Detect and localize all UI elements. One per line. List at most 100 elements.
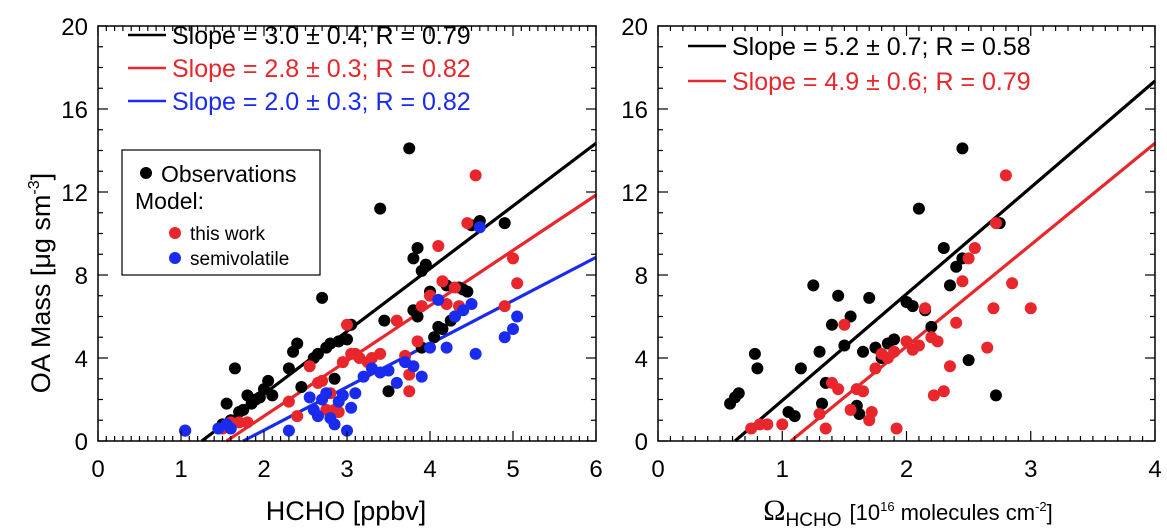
x-axis-label: ΩHCHO [1016 molecules cm-2]: [763, 494, 1052, 531]
data-point: [906, 300, 919, 313]
data-point: [349, 387, 362, 400]
data-point: [291, 337, 304, 350]
y-axis-label: OA Mass [μg sm-3]: [26, 173, 56, 393]
fit-labels: Slope = 3.0 ± 0.4; R = 0.79 Slope = 2.8 ±…: [128, 22, 471, 116]
data-point: [382, 385, 395, 398]
data-point: [900, 335, 913, 348]
data-point: [436, 322, 449, 335]
data-point: [761, 418, 774, 431]
data-point: [436, 275, 449, 288]
legend-label-model: Model:: [135, 188, 204, 214]
data-point: [962, 354, 975, 367]
data-point: [865, 405, 878, 418]
x-tick-label: 1: [174, 456, 187, 483]
data-point: [432, 239, 445, 252]
data-point: [863, 291, 876, 304]
data-point: [507, 322, 519, 335]
y-tick-label: 20: [621, 14, 648, 41]
data-point: [473, 221, 486, 234]
data-point: [316, 291, 329, 304]
fit-label: Slope = 2.8 ± 0.3; R = 0.82: [172, 55, 471, 83]
data-point: [390, 376, 403, 389]
data-point: [311, 410, 324, 423]
data-point: [937, 242, 950, 255]
legend-label-this-work: this work: [190, 224, 265, 245]
data-point: [282, 362, 295, 375]
data-point: [1006, 277, 1019, 290]
x-tick-label: 0: [651, 456, 664, 483]
data-point: [511, 310, 524, 323]
data-point: [341, 424, 353, 437]
data-point: [498, 331, 511, 344]
data-point: [415, 300, 428, 313]
data-point: [233, 416, 246, 429]
data-point: [303, 391, 316, 404]
y-tick-label: 8: [75, 263, 88, 290]
data-point: [461, 217, 474, 230]
data-point: [956, 142, 969, 155]
data-point: [962, 252, 975, 265]
y-tick-label: 16: [61, 97, 88, 124]
data-point: [469, 347, 482, 360]
data-point: [807, 279, 820, 292]
data-point: [968, 242, 981, 255]
data-point: [989, 217, 1002, 230]
data-point: [788, 410, 801, 423]
data-point: [813, 408, 826, 421]
data-point: [838, 339, 851, 352]
data-point: [999, 169, 1012, 182]
y-tick-label: 12: [621, 180, 648, 207]
data-point: [825, 318, 838, 331]
fit-line-1: [789, 141, 1157, 443]
data-point: [320, 387, 333, 400]
data-point: [469, 169, 482, 182]
x-tick-label: 4: [423, 456, 436, 483]
data-point: [382, 364, 395, 377]
data-point: [428, 331, 441, 344]
data-point: [732, 387, 745, 400]
data-points: [724, 142, 1037, 435]
data-point: [981, 341, 994, 354]
data-point: [374, 347, 387, 360]
data-point: [832, 383, 845, 396]
legend-marker-observations: [140, 167, 152, 179]
data-point: [357, 370, 370, 383]
data-point: [411, 310, 424, 323]
data-point: [950, 316, 963, 329]
x-tick-label: 3: [1024, 456, 1037, 483]
data-point: [465, 298, 478, 311]
data-point: [989, 389, 1002, 402]
data-point: [794, 362, 807, 375]
data-point: [295, 381, 308, 394]
data-point: [328, 372, 341, 385]
y-tick-label: 12: [61, 180, 88, 207]
data-point: [262, 374, 275, 387]
data-point: [943, 360, 956, 373]
data-point: [440, 341, 453, 354]
data-point: [374, 202, 387, 215]
data-point: [869, 362, 882, 375]
y-tick-label: 4: [75, 346, 88, 373]
data-point: [341, 318, 353, 331]
data-point: [378, 314, 391, 327]
data-point: [927, 389, 940, 402]
x-tick-label: 5: [506, 456, 519, 483]
data-points: [179, 142, 524, 437]
data-point: [507, 252, 519, 265]
data-point: [228, 362, 241, 375]
data-point: [179, 424, 192, 437]
data-point: [411, 335, 424, 348]
data-point: [411, 242, 424, 255]
data-point: [390, 314, 403, 327]
data-point: [844, 310, 857, 323]
data-point: [407, 360, 420, 373]
data-point: [457, 304, 470, 317]
data-point: [403, 142, 416, 155]
data-point: [857, 345, 870, 358]
data-point: [987, 302, 1000, 315]
data-point: [931, 335, 944, 348]
data-point: [336, 356, 349, 369]
fit-label: Slope = 5.2 ± 0.7; R = 0.58: [732, 33, 1031, 61]
